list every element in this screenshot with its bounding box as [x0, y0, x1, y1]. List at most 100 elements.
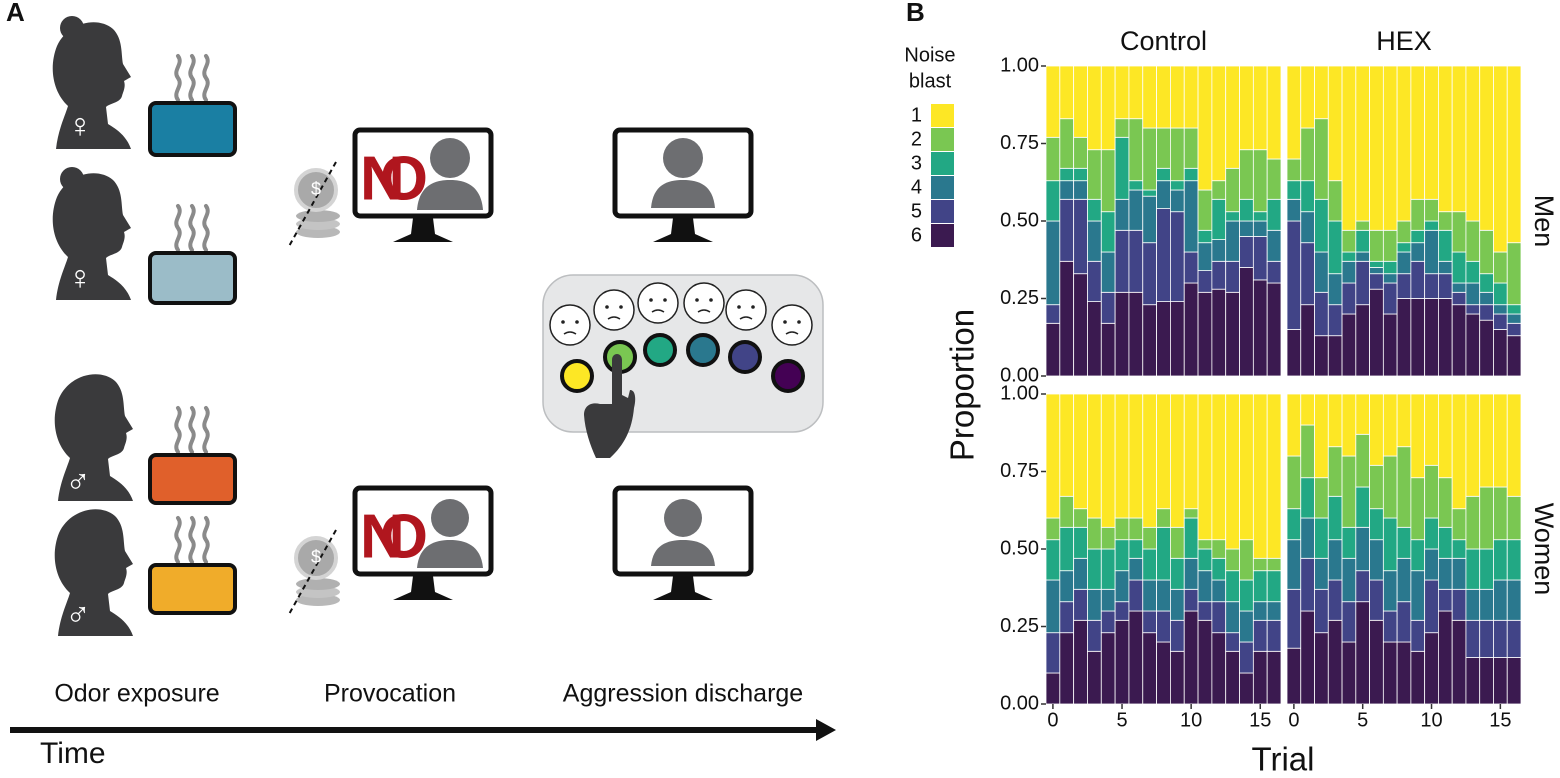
bar-segment: [1156, 65, 1171, 129]
time-label: Time: [40, 737, 106, 770]
bar-segment: [1073, 588, 1088, 621]
bar-segment: [1170, 526, 1185, 559]
bar-segment: [1314, 335, 1329, 377]
bar-segment: [1128, 229, 1144, 293]
bar-segment: [1239, 672, 1254, 705]
bar-segment: [1211, 239, 1227, 262]
bar-segment: [1252, 393, 1268, 559]
legend-swatch: [931, 104, 954, 127]
y-axis-label: Proportion: [944, 309, 981, 461]
bar-segment: [1314, 393, 1329, 479]
bar-segment: [1438, 211, 1453, 231]
bar-segment: [1396, 601, 1412, 643]
bar-segment: [1424, 65, 1439, 200]
bar-segment: [1225, 220, 1240, 262]
bar-segment: [1183, 167, 1199, 182]
bar-segment: [1327, 335, 1343, 377]
bar-segment: [1128, 118, 1144, 182]
bar-segment: [1451, 557, 1467, 590]
x-tick-label: 5: [1357, 709, 1368, 731]
bar-segment: [1073, 526, 1088, 559]
bar-segment: [1493, 579, 1508, 621]
bar-segment: [1506, 304, 1522, 315]
bar-segment: [1073, 508, 1088, 528]
bar-segment: [1382, 282, 1398, 315]
bar-segment: [1286, 220, 1302, 330]
bar-segment: [1382, 517, 1398, 572]
bar-segment: [1327, 495, 1343, 541]
bar-segment: [1197, 242, 1213, 271]
legend-label: 5: [911, 200, 922, 222]
bar-segment: [1239, 539, 1254, 581]
stage-label: Provocation: [324, 680, 456, 708]
bar-segment: [1183, 517, 1199, 559]
bar-segment: [1493, 282, 1508, 306]
bar-segment: [1142, 127, 1157, 191]
bar-segment: [1424, 198, 1439, 222]
coin-symbol: $: [311, 547, 321, 567]
bar-segment: [1451, 393, 1467, 510]
bar-segment: [1183, 588, 1199, 612]
bar-segment: [1239, 149, 1254, 200]
steam: [174, 406, 210, 454]
bar-segment: [1100, 291, 1116, 324]
bar-segment: [1327, 393, 1343, 448]
bar-segment: [1410, 260, 1426, 299]
bar-segment: [1410, 393, 1426, 479]
bar-segment: [1355, 433, 1370, 488]
bar-segment: [1382, 65, 1398, 231]
bar-segment: [1465, 619, 1481, 658]
bar-segment: [1197, 619, 1213, 705]
bar-segment: [1314, 632, 1329, 705]
bar-segment: [1225, 65, 1240, 169]
bar-segment: [1100, 211, 1116, 253]
bar-segment: [1465, 657, 1481, 705]
bar-segment: [1396, 273, 1412, 299]
bar-segment: [1369, 393, 1384, 466]
bar-segment: [1142, 195, 1157, 244]
bar-segment: [1465, 588, 1481, 621]
monitor: [355, 488, 491, 600]
bar-segment: [1045, 539, 1061, 581]
bar-segment: [1286, 65, 1302, 160]
bar-segment: [1114, 601, 1130, 621]
bar-segment: [1369, 579, 1384, 621]
bar-segment: [1114, 65, 1130, 120]
bar-segment: [1087, 149, 1102, 200]
bar-segment: [1341, 393, 1357, 457]
bar-segment: [1266, 650, 1282, 705]
bar-segment: [1225, 570, 1240, 603]
bar-segment: [1396, 242, 1412, 253]
bar-segment: [1451, 588, 1467, 621]
bar-segment: [1100, 632, 1116, 705]
bar-segment: [1087, 619, 1102, 652]
bar-segment: [1506, 242, 1522, 306]
bar-segment: [1197, 601, 1213, 621]
bar-segment: [1451, 619, 1467, 705]
bar-segment: [1341, 282, 1357, 315]
bar-segment: [1045, 180, 1061, 222]
bar-segment: [1059, 180, 1075, 200]
bar-segment: [1493, 393, 1508, 488]
bar-segment: [1156, 641, 1171, 705]
bar-segment: [1493, 251, 1508, 284]
bar-segment: [1438, 588, 1453, 612]
odor-pot: [148, 54, 237, 157]
bar-segment: [1479, 657, 1494, 705]
bar-segment: [1479, 588, 1494, 621]
face: [593, 289, 635, 331]
bar-segment: [1355, 570, 1370, 603]
bar-segment: [1506, 335, 1522, 377]
bar-segment: [1300, 304, 1315, 377]
bar-segment: [1355, 486, 1370, 528]
bar-segment: [1059, 260, 1075, 377]
bar-segment: [1156, 208, 1171, 303]
bar-segment: [1087, 588, 1102, 621]
bar-segment: [1045, 517, 1061, 541]
bar-segment: [1369, 260, 1384, 268]
bar-segment: [1142, 393, 1157, 528]
bar-segment: [1300, 517, 1315, 559]
bar-segment: [1087, 65, 1102, 151]
female-head: [52, 167, 131, 300]
bar-segment: [1197, 229, 1213, 244]
